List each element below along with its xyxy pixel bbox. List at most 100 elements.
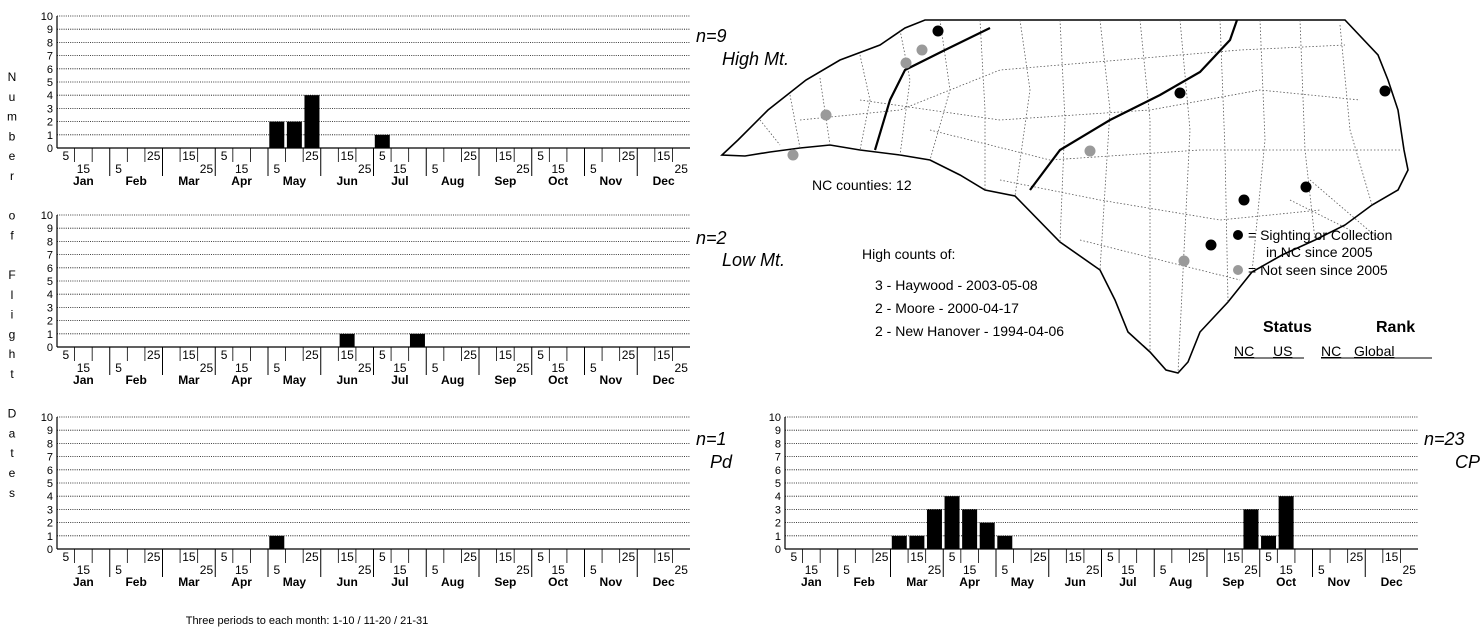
period-label: 25 xyxy=(516,162,530,176)
period-label: 25 xyxy=(147,550,161,564)
period-label: 25 xyxy=(622,550,636,564)
period-label: 5 xyxy=(379,149,386,163)
period-label: 5 xyxy=(62,550,69,564)
status-us: US xyxy=(1273,343,1292,359)
period-label: 25 xyxy=(516,361,530,375)
seen-county-dot xyxy=(1174,87,1186,99)
n-count-label: n=23 xyxy=(1424,429,1465,449)
month-label: Sep xyxy=(494,174,516,188)
y-tick-label: 6 xyxy=(775,465,781,477)
y-axis-label-letter: a xyxy=(9,426,16,440)
period-label: 25 xyxy=(1244,563,1258,577)
seen-county-dot xyxy=(1300,181,1312,193)
period-label: 5 xyxy=(843,563,850,577)
y-tick-label: 3 xyxy=(47,103,53,115)
y-tick-label: 10 xyxy=(41,11,53,23)
y-tick-label: 6 xyxy=(47,465,53,477)
period-label: 25 xyxy=(622,149,636,163)
period-label: 15 xyxy=(551,361,565,375)
period-label: 5 xyxy=(949,550,956,564)
y-axis-label-letter: r xyxy=(10,169,14,183)
seen-county-dot xyxy=(1205,239,1217,251)
period-label: 5 xyxy=(273,361,280,375)
period-label: 25 xyxy=(305,348,319,362)
not-seen-county-dot xyxy=(787,149,799,161)
period-label: 25 xyxy=(305,550,319,564)
chart-high-mountains: 012345678910515Jan255Feb1525Mar515Apr255… xyxy=(41,11,789,188)
bar xyxy=(962,509,978,549)
bar xyxy=(269,121,285,148)
month-label: Apr xyxy=(231,575,252,589)
y-tick-label: 5 xyxy=(775,478,781,490)
not-seen-county-dot xyxy=(1084,145,1096,157)
period-label: 15 xyxy=(499,550,513,564)
period-label: 5 xyxy=(590,563,597,577)
period-label: 25 xyxy=(305,149,319,163)
period-label: 25 xyxy=(875,550,889,564)
period-label: 25 xyxy=(358,162,372,176)
y-axis-label-letter: N xyxy=(8,70,17,84)
period-label: 25 xyxy=(200,162,214,176)
y-tick-label: 4 xyxy=(47,90,53,102)
not-seen-county-dot xyxy=(900,57,912,69)
month-label: Aug xyxy=(441,174,464,188)
month-label: Oct xyxy=(548,174,568,188)
not-seen-legend-dot xyxy=(1233,265,1243,275)
period-label: 5 xyxy=(221,149,228,163)
y-tick-label: 8 xyxy=(47,438,53,450)
chart-low-mountains: 012345678910515Jan255Feb1525Mar515Apr255… xyxy=(41,210,785,387)
period-label: 5 xyxy=(432,361,439,375)
period-label: 15 xyxy=(182,149,196,163)
y-axis-label-letter: i xyxy=(11,308,14,322)
y-tick-label: 0 xyxy=(775,544,781,556)
month-label: May xyxy=(283,373,307,387)
y-tick-label: 4 xyxy=(47,491,53,503)
y-axis-label-letter: t xyxy=(10,367,14,381)
month-label: May xyxy=(1011,575,1035,589)
period-label: 15 xyxy=(393,361,407,375)
period-label: 15 xyxy=(340,348,354,362)
period-label: 5 xyxy=(221,550,228,564)
not-seen-county-dot xyxy=(1178,255,1190,267)
month-label: May xyxy=(283,575,307,589)
y-tick-label: 10 xyxy=(41,412,53,424)
region-label: Pd xyxy=(710,452,733,472)
period-label: 5 xyxy=(1160,563,1167,577)
piedmont-coastal-boundary xyxy=(1029,19,1239,191)
status-heading: Status xyxy=(1263,319,1312,336)
y-tick-label: 3 xyxy=(775,504,781,516)
period-label: 5 xyxy=(221,348,228,362)
period-label: 5 xyxy=(537,149,544,163)
period-label: 15 xyxy=(235,162,249,176)
period-label: 25 xyxy=(675,361,689,375)
seen-county-dot xyxy=(932,25,944,37)
period-label: 5 xyxy=(273,162,280,176)
bar xyxy=(979,522,995,549)
y-axis-label-letter: l xyxy=(11,288,14,302)
period-label: 15 xyxy=(393,162,407,176)
y-tick-label: 5 xyxy=(47,276,53,288)
rank-nc: NC xyxy=(1321,343,1341,359)
legend-seen-line2: in NC since 2005 xyxy=(1266,244,1373,260)
period-label: 5 xyxy=(273,563,280,577)
bar xyxy=(1243,509,1259,549)
period-label: 25 xyxy=(464,348,478,362)
month-label: May xyxy=(283,174,307,188)
bar xyxy=(286,121,302,148)
period-label: 15 xyxy=(182,550,196,564)
month-label: Mar xyxy=(178,174,200,188)
y-axis-label-letter: t xyxy=(10,446,14,460)
month-label: Jul xyxy=(391,575,408,589)
bar xyxy=(944,496,960,549)
month-label: Dec xyxy=(653,373,675,387)
y-tick-label: 6 xyxy=(47,263,53,275)
period-label: 15 xyxy=(1227,550,1241,564)
rank-global: Global xyxy=(1354,343,1394,359)
month-label: Dec xyxy=(653,174,675,188)
month-label: Oct xyxy=(548,373,568,387)
period-label: 25 xyxy=(928,563,942,577)
region-label: Low Mt. xyxy=(722,250,785,270)
month-label: Jun xyxy=(336,575,357,589)
region-label: CP xyxy=(1455,452,1480,472)
period-label: 5 xyxy=(790,550,797,564)
